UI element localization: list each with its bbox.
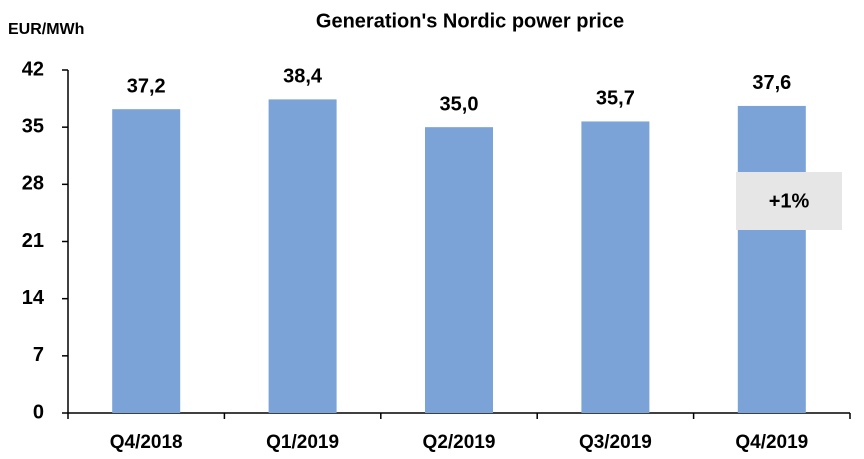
x-tick-label: Q3/2019 xyxy=(579,432,652,453)
y-tick-label: 28 xyxy=(22,173,44,195)
value-label: 38,4 xyxy=(283,66,323,88)
x-tick-label: Q1/2019 xyxy=(266,432,339,453)
bar xyxy=(737,105,806,413)
x-tick-label: Q4/2019 xyxy=(735,432,808,453)
y-tick-label: 35 xyxy=(22,115,44,137)
x-tick-label: Q4/2018 xyxy=(110,432,183,453)
bar xyxy=(268,99,337,414)
value-label: 37,6 xyxy=(752,72,791,94)
value-label: 37,2 xyxy=(127,75,166,97)
y-tick-label: 7 xyxy=(33,344,44,366)
y-tick-label: 14 xyxy=(22,287,45,309)
value-label: 35,7 xyxy=(596,88,635,110)
bar xyxy=(581,121,650,413)
bar xyxy=(425,127,493,414)
annotation: +1% xyxy=(769,190,810,212)
bar xyxy=(112,109,181,413)
y-axis-label: EUR/MWh xyxy=(8,21,84,38)
x-tick-label: Q2/2019 xyxy=(423,432,496,453)
value-label: 35,0 xyxy=(440,93,479,115)
y-tick-label: 42 xyxy=(22,58,44,80)
y-tick-label: 21 xyxy=(22,230,44,252)
chart-title: Generation's Nordic power price xyxy=(316,10,624,32)
annotation-box xyxy=(736,172,842,230)
y-tick-label: 0 xyxy=(33,401,44,423)
